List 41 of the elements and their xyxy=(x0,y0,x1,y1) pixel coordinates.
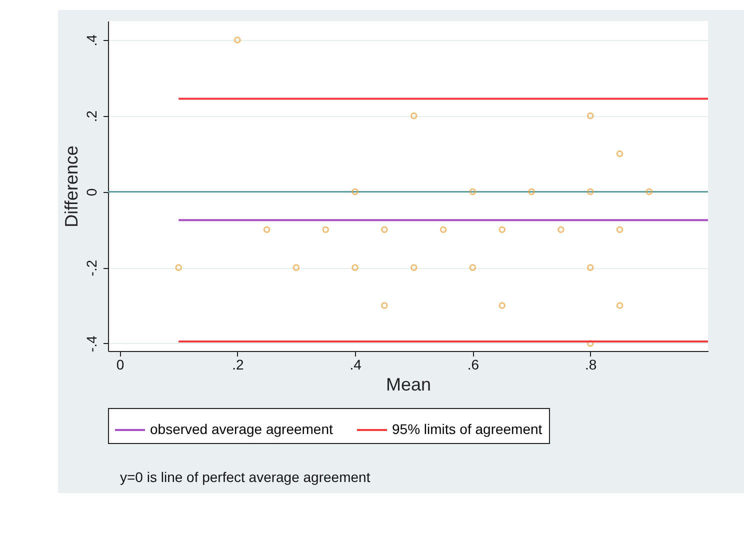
point xyxy=(616,302,624,309)
point xyxy=(440,226,447,234)
y-tick-label: .2 xyxy=(84,110,100,122)
x-tick-label: .4 xyxy=(350,356,362,372)
point xyxy=(469,264,476,271)
point xyxy=(381,226,388,234)
point xyxy=(528,188,535,196)
x-axis-title: Mean xyxy=(386,374,432,394)
point xyxy=(616,150,624,158)
y-tick-label: -.4 xyxy=(84,336,100,352)
legend-label: observed average agreement xyxy=(150,421,334,437)
point xyxy=(586,112,594,120)
x-tick-label: .6 xyxy=(467,356,480,372)
x-tick-label: 0 xyxy=(116,356,124,372)
legend-label: 95% limits of agreement xyxy=(392,421,542,437)
point xyxy=(322,226,330,234)
x-tick-label: .2 xyxy=(232,356,244,372)
point xyxy=(410,112,418,120)
point xyxy=(292,264,300,271)
point xyxy=(558,226,564,234)
point xyxy=(586,340,594,347)
point xyxy=(410,264,418,271)
point xyxy=(646,188,653,196)
x-tick-label: .8 xyxy=(585,356,597,372)
point xyxy=(175,264,182,271)
point xyxy=(616,226,624,234)
point xyxy=(586,264,594,271)
point xyxy=(234,36,241,44)
y-tick-label: -.2 xyxy=(84,260,100,276)
y-tick-label: 0 xyxy=(84,188,100,196)
point xyxy=(586,188,594,196)
point xyxy=(352,264,358,271)
text: y=0 is line of perfect average agreement xyxy=(120,469,372,485)
point xyxy=(498,302,506,309)
point xyxy=(469,188,476,196)
y-tick-label: .4 xyxy=(84,34,100,46)
point xyxy=(381,302,388,309)
y-axis-title: Difference xyxy=(62,146,82,228)
point xyxy=(498,226,506,234)
point xyxy=(352,188,358,196)
point xyxy=(263,226,270,234)
